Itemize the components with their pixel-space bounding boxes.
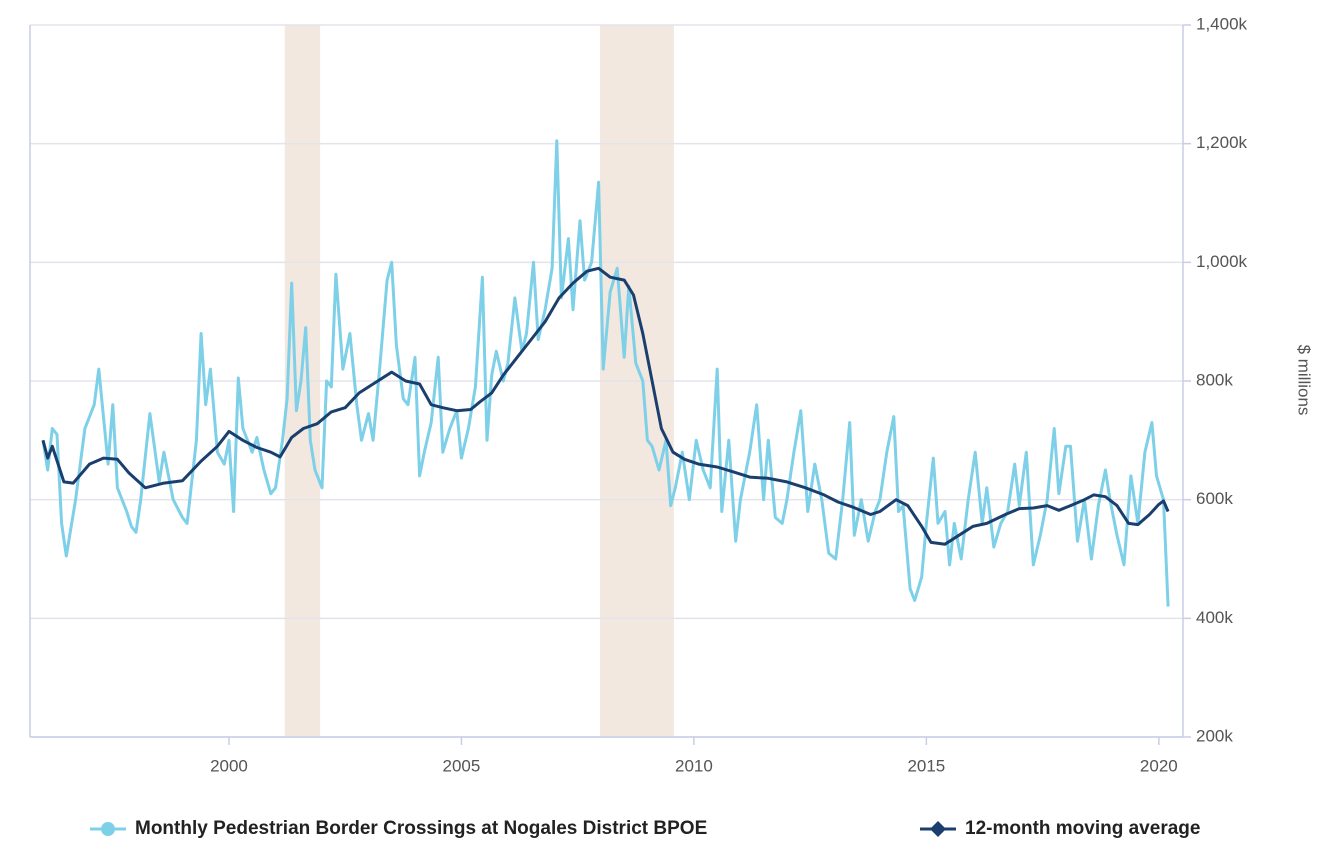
- y-axis-label: $ millions: [1295, 345, 1314, 416]
- legend-label: 12-month moving average: [965, 818, 1200, 839]
- y-tick-label: 800k: [1196, 370, 1233, 389]
- legend-marker: [930, 821, 946, 837]
- y-tick-label: 200k: [1196, 726, 1233, 745]
- x-tick-label: 2005: [443, 756, 481, 775]
- legend-marker: [101, 822, 115, 836]
- y-tick-label: 1,200k: [1196, 133, 1248, 152]
- y-tick-label: 1,000k: [1196, 252, 1248, 271]
- x-tick-label: 2020: [1140, 756, 1178, 775]
- series-line: [41, 266, 1170, 546]
- y-tick-label: 400k: [1196, 608, 1233, 627]
- y-tick-label: 1,400k: [1196, 14, 1248, 33]
- x-tick-label: 2015: [907, 756, 945, 775]
- x-tick-label: 2000: [210, 756, 248, 775]
- y-tick-label: 600k: [1196, 489, 1233, 508]
- legend-label: Monthly Pedestrian Border Crossings at N…: [135, 818, 707, 839]
- x-tick-label: 2010: [675, 756, 713, 775]
